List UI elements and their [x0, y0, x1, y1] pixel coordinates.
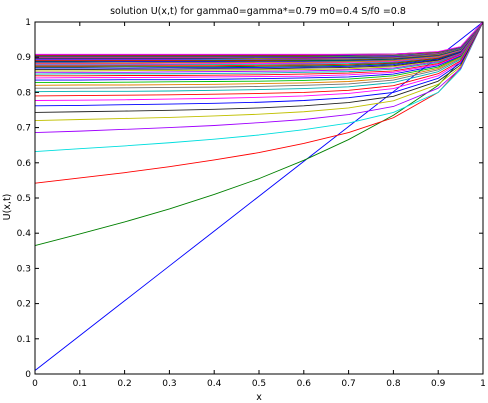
x-tick-label: 0.8 — [386, 379, 401, 389]
series-line-19 — [35, 21, 484, 73]
series-line-50 — [35, 21, 484, 55]
x-tick-label: 0.3 — [162, 379, 176, 389]
y-tick-label: 0.1 — [17, 335, 31, 345]
x-tick-label: 0.2 — [117, 379, 131, 389]
y-tick-label: 0.9 — [17, 53, 32, 63]
axis-layer: 0 0.1 0.2 0.3 0.4 0.5 0.6 0.7 0.8 0.9 1 0 0.1 0.2 0.3 0… — [17, 18, 486, 389]
series-line-21 — [35, 21, 484, 70]
series-line-18 — [34, 21, 484, 75]
series-line-27 — [35, 21, 484, 64]
series-line-15 — [35, 21, 484, 81]
x-tick-label: 0 — [32, 379, 38, 389]
y-tick-label: 0.6 — [17, 159, 32, 169]
series-line-7 — [34, 21, 484, 113]
x-tick-label: 0.1 — [73, 379, 87, 389]
series-line-10 — [34, 21, 484, 97]
series-line-22 — [35, 21, 484, 69]
x-tick-label: 0.7 — [341, 379, 355, 389]
series-line-14 — [35, 21, 484, 83]
x-tick-label: 0.6 — [297, 379, 312, 389]
series-line-13 — [34, 21, 484, 86]
y-tick-label: 0.7 — [17, 124, 31, 134]
chart-title: solution U(x,t) for gamma0=gamma*=0.79 m… — [110, 6, 406, 17]
series-line-17 — [35, 21, 484, 77]
x-axis-label: x — [256, 392, 262, 403]
x-tick-label: 1 — [480, 379, 486, 389]
series-line-11 — [34, 21, 484, 93]
series-line-20 — [35, 21, 484, 72]
y-tick-label: 0.8 — [17, 88, 32, 98]
series-line-16 — [34, 21, 484, 79]
series-line-6 — [34, 21, 484, 122]
y-tick-label: 0 — [25, 370, 31, 380]
y-tick-label: 0.3 — [17, 264, 31, 274]
series-line-9 — [34, 21, 484, 101]
series-line-5 — [34, 21, 484, 133]
x-tick-label: 0.4 — [207, 379, 222, 389]
x-tick-label: 0.9 — [431, 379, 446, 389]
y-tick-label: 1 — [25, 18, 31, 28]
x-tick-label: 0.5 — [252, 379, 266, 389]
y-tick-label: 0.5 — [17, 194, 31, 204]
series-line-4 — [34, 21, 484, 152]
series-line-12 — [35, 21, 484, 89]
y-axis-label: U(x,t) — [2, 194, 13, 221]
y-tick-label: 0.2 — [17, 300, 31, 310]
series-line-23 — [35, 21, 484, 68]
series-line-24 — [35, 21, 484, 67]
series-line-8 — [34, 21, 484, 107]
y-tick-label: 0.4 — [17, 229, 32, 239]
series-layer — [34, 21, 484, 371]
